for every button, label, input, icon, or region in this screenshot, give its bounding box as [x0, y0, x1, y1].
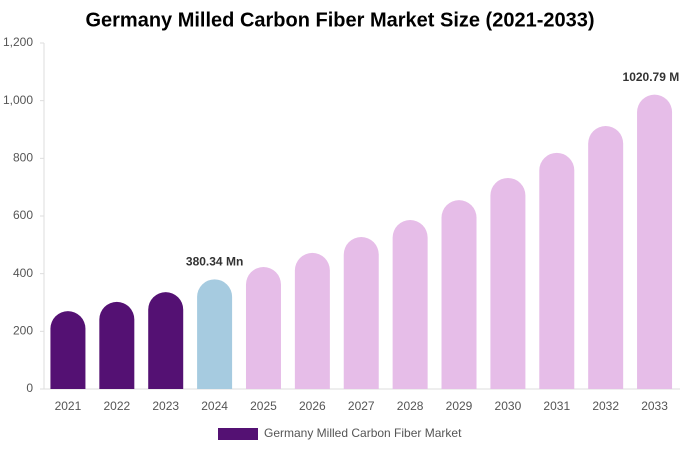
bar [294, 252, 330, 389]
y-tick-label: 200 [13, 324, 33, 338]
x-tick-label: 2033 [641, 399, 668, 413]
chart-title: Germany Milled Carbon Fiber Market Size … [85, 9, 594, 31]
x-tick-label: 2022 [103, 399, 130, 413]
y-tick-label: 0 [26, 381, 33, 395]
bar [637, 94, 673, 390]
x-tick-label: 2024 [201, 399, 228, 413]
x-tick-label: 2031 [543, 399, 570, 413]
bar [99, 301, 135, 389]
bar [441, 200, 477, 389]
y-tick-label: 1,200 [3, 35, 33, 49]
bar [245, 267, 281, 389]
x-tick-label: 2021 [55, 399, 82, 413]
x-tick-label: 2023 [152, 399, 179, 413]
x-tick-label: 2026 [299, 399, 326, 413]
legend-label: Germany Milled Carbon Fiber Market [264, 426, 462, 440]
x-tick-label: 2027 [348, 399, 375, 413]
bar [392, 220, 428, 389]
x-tick-label: 2025 [250, 399, 277, 413]
bar [343, 237, 379, 389]
value-label: 1020.79 Mn [623, 70, 680, 84]
bar [539, 152, 575, 389]
y-tick-label: 800 [13, 151, 33, 165]
bar [148, 292, 184, 389]
y-tick-label: 1,000 [3, 93, 33, 107]
bar [490, 177, 526, 389]
x-tick-label: 2032 [592, 399, 619, 413]
x-tick-label: 2029 [446, 399, 473, 413]
legend-swatch [218, 428, 258, 440]
bar [50, 311, 86, 389]
value-label: 380.34 Mn [186, 255, 243, 269]
bar [588, 126, 624, 389]
bar [197, 279, 233, 389]
y-tick-label: 600 [13, 208, 33, 222]
y-tick-label: 400 [13, 266, 33, 280]
x-tick-label: 2030 [495, 399, 522, 413]
x-tick-label: 2028 [397, 399, 424, 413]
